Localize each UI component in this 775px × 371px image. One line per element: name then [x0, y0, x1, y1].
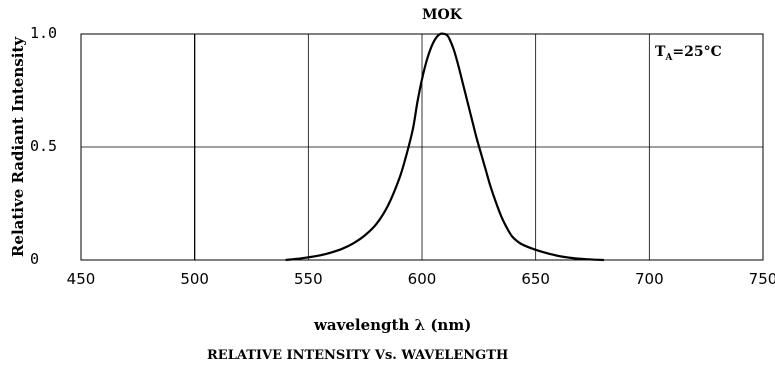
annotation-rest: =25°C [672, 44, 722, 60]
x-tick-label: 600 [407, 270, 437, 288]
x-tick-label: 700 [635, 270, 664, 288]
y-tick-label: 0.5 [30, 137, 58, 155]
x-tick-label: 650 [521, 270, 550, 288]
grid [81, 34, 763, 260]
series-group [285, 32, 604, 262]
x-tick-label: 550 [294, 270, 323, 288]
intensity-curve [285, 32, 604, 262]
chart-caption: RELATIVE INTENSITY Vs. WAVELENGTH [207, 348, 509, 363]
y-axis-label: Relative Radiant Intensity [9, 36, 27, 258]
annotation-sub: A [665, 52, 673, 63]
annotation-main: T [655, 44, 666, 60]
temperature-annotation: TA=25°C [655, 44, 722, 63]
x-tick-label: 750 [748, 270, 775, 288]
x-tick-label: 450 [66, 270, 96, 288]
chart-title: MOK [422, 7, 462, 23]
y-tick-label: 0 [30, 250, 40, 268]
x-tick-label: 500 [180, 270, 209, 288]
x-axis-label: wavelength λ (nm) [314, 316, 472, 334]
y-tick-label: 1.0 [30, 24, 58, 42]
